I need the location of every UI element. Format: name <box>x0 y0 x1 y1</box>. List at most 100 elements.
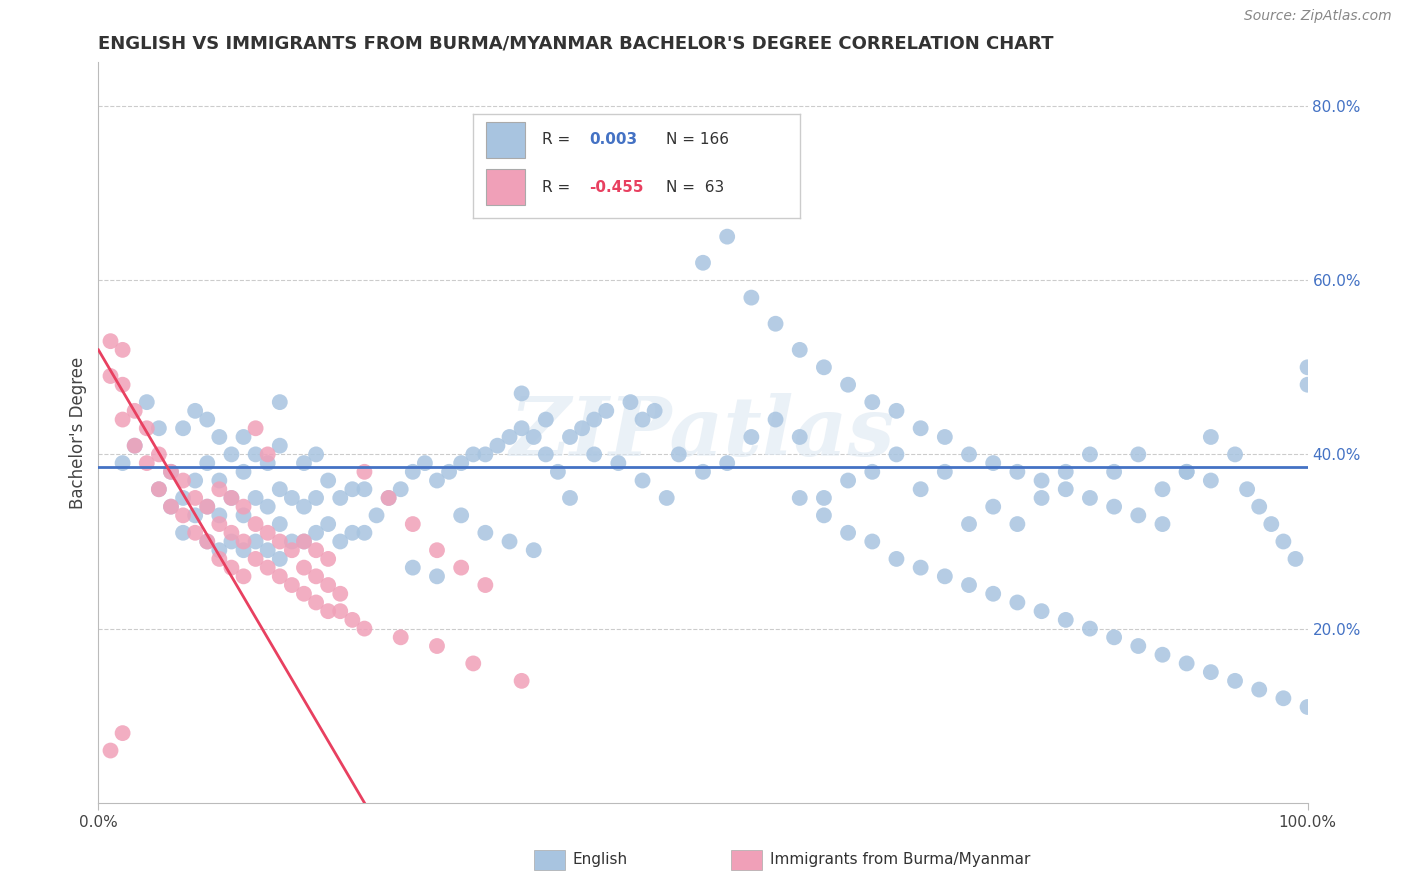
Point <box>316 604 339 618</box>
Point <box>523 430 546 444</box>
Point <box>245 491 267 505</box>
Point <box>813 360 835 375</box>
Point <box>269 534 291 549</box>
Point <box>195 534 218 549</box>
Point <box>184 525 207 540</box>
Point <box>571 421 593 435</box>
Point <box>342 613 364 627</box>
Point <box>172 525 194 540</box>
Point <box>184 474 207 488</box>
Point <box>281 578 304 592</box>
Point <box>765 412 787 426</box>
Point <box>195 534 218 549</box>
Point <box>329 534 352 549</box>
Point <box>208 517 231 532</box>
Point <box>402 560 425 574</box>
Point <box>232 569 254 583</box>
Point <box>305 447 328 461</box>
Text: Immigrants from Burma/Myanmar: Immigrants from Burma/Myanmar <box>770 853 1031 867</box>
Point <box>837 525 859 540</box>
Point <box>692 465 714 479</box>
Point <box>1152 517 1174 532</box>
Point <box>232 500 254 514</box>
Point <box>450 508 472 523</box>
Point <box>740 430 762 444</box>
Point <box>342 482 364 496</box>
Point <box>100 743 122 757</box>
Point <box>1223 673 1246 688</box>
Point <box>135 421 157 435</box>
Point <box>232 465 254 479</box>
Point <box>353 465 375 479</box>
Point <box>160 500 183 514</box>
Point <box>172 474 194 488</box>
Point <box>1199 665 1222 680</box>
Point <box>1102 630 1125 644</box>
Point <box>1296 700 1319 714</box>
Point <box>558 491 581 505</box>
Point <box>160 500 183 514</box>
Point <box>534 447 557 461</box>
Point <box>1249 682 1271 697</box>
Point <box>1175 657 1198 671</box>
Point <box>583 412 606 426</box>
Point <box>148 447 170 461</box>
Point <box>1249 500 1271 514</box>
Point <box>1152 482 1174 496</box>
Point <box>474 525 496 540</box>
Point <box>1054 465 1077 479</box>
Point <box>1199 474 1222 488</box>
Point <box>860 395 883 409</box>
Point <box>1007 465 1029 479</box>
Point <box>305 595 328 609</box>
Point <box>329 587 352 601</box>
Point <box>510 421 533 435</box>
Point <box>813 491 835 505</box>
Point <box>463 657 485 671</box>
Point <box>292 500 315 514</box>
Point <box>111 377 134 392</box>
Text: ENGLISH VS IMMIGRANTS FROM BURMA/MYANMAR BACHELOR'S DEGREE CORRELATION CHART: ENGLISH VS IMMIGRANTS FROM BURMA/MYANMAR… <box>98 35 1054 53</box>
Point <box>910 560 932 574</box>
Point <box>789 491 811 505</box>
Point <box>813 508 835 523</box>
Point <box>208 430 231 444</box>
Point <box>184 404 207 418</box>
Point <box>413 456 436 470</box>
Point <box>1296 360 1319 375</box>
Point <box>595 404 617 418</box>
Point <box>837 474 859 488</box>
Point <box>195 500 218 514</box>
Point <box>619 395 641 409</box>
Point <box>329 604 352 618</box>
Point <box>111 343 134 357</box>
Point <box>256 500 278 514</box>
Point <box>221 560 243 574</box>
Point <box>111 412 134 426</box>
Point <box>232 508 254 523</box>
Point <box>474 578 496 592</box>
Point <box>1223 447 1246 461</box>
Point <box>934 465 956 479</box>
Text: ZIPatlas: ZIPatlas <box>510 392 896 473</box>
Text: Source: ZipAtlas.com: Source: ZipAtlas.com <box>1244 9 1392 23</box>
Point <box>765 317 787 331</box>
Point <box>498 430 520 444</box>
Point <box>195 456 218 470</box>
Point <box>256 447 278 461</box>
Point <box>716 229 738 244</box>
Point <box>208 508 231 523</box>
Point <box>377 491 399 505</box>
Point <box>221 447 243 461</box>
Point <box>1078 447 1101 461</box>
Point <box>256 525 278 540</box>
Point <box>1031 604 1053 618</box>
Point <box>402 465 425 479</box>
Point <box>195 412 218 426</box>
Point <box>1296 377 1319 392</box>
Point <box>607 456 630 470</box>
Point <box>111 456 134 470</box>
Point <box>221 491 243 505</box>
Point <box>135 456 157 470</box>
Point <box>1175 465 1198 479</box>
